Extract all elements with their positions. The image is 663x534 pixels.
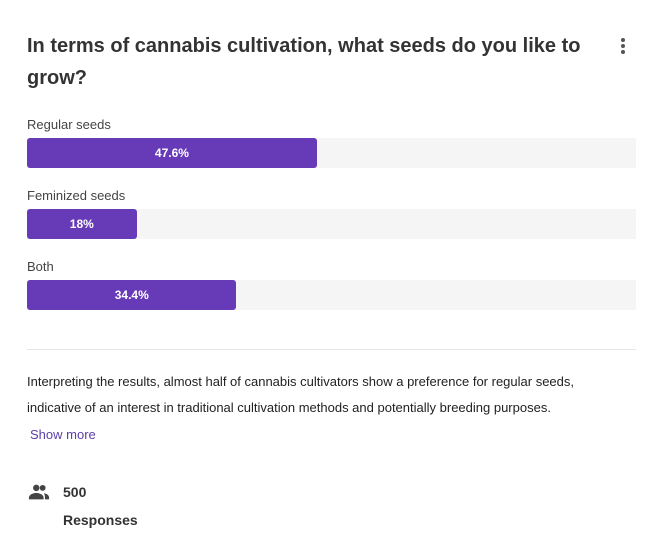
response-count: 500: [63, 484, 87, 500]
bar-track: 47.6%: [27, 138, 636, 168]
description: Interpreting the results, almost half of…: [27, 374, 575, 415]
category-label: Regular seeds: [27, 117, 111, 132]
more-options-icon[interactable]: [614, 36, 632, 56]
bar: 47.6%: [27, 138, 317, 168]
people-icon: [28, 484, 50, 500]
category-label: Both: [27, 259, 54, 274]
data-label: 18%: [69, 217, 94, 231]
category-label: Feminized seeds: [27, 188, 126, 203]
data-label: 34.4%: [114, 288, 149, 302]
bar: 18%: [27, 209, 137, 239]
responses-label: Responses: [63, 512, 138, 528]
divider: [27, 349, 636, 350]
bar-track: 34.4%: [27, 280, 636, 310]
data-label: 47.6%: [154, 146, 189, 160]
show-more-link[interactable]: Show more: [30, 427, 96, 442]
bar: 34.4%: [27, 280, 237, 310]
bar-track: 18%: [27, 209, 636, 239]
question-title: In terms of cannabis cultivation, what s…: [27, 35, 581, 89]
